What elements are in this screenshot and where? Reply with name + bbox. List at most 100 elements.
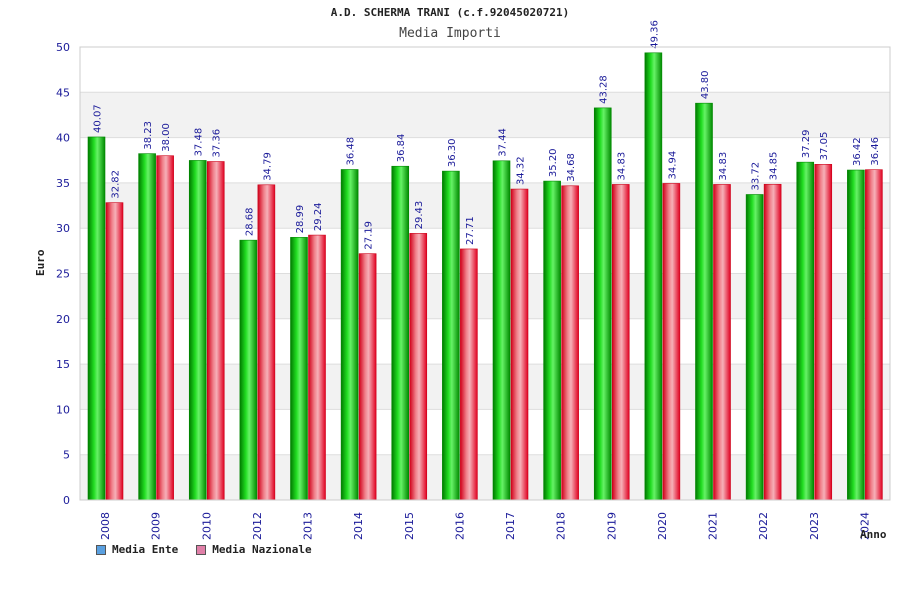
data-label: 34.94 [667,151,678,180]
data-label: 37.05 [819,132,830,161]
data-label: 49.36 [649,20,660,49]
x-tick-label: 2012 [251,512,264,540]
data-label: 34.85 [769,152,780,181]
bar-media-nazionale [763,183,782,501]
data-label: 34.83 [718,152,729,181]
bar-media-nazionale [156,155,174,501]
chart-subtitle: Media Importi [399,26,501,41]
data-label: 36.30 [447,138,458,167]
y-tick-label: 30 [56,222,70,235]
bar-media-ente [87,136,106,501]
data-label: 34.32 [516,156,527,185]
chart-title: A.D. SCHERMA TRANI (c.f.92045020721) [330,6,570,19]
bar-media-nazionale [460,248,478,501]
data-label: 29.43 [414,201,425,230]
bar-media-nazionale [510,188,529,501]
y-tick-label: 10 [56,403,70,416]
legend-item-media-ente: Media Ente [96,543,178,556]
y-tick-label: 35 [56,177,70,190]
bar-media-nazionale [257,184,276,501]
bar-media-ente [340,169,359,501]
data-label: 36.84 [396,134,407,163]
x-tick-label: 2018 [555,512,568,540]
x-tick-label: 2019 [605,512,618,540]
bar-media-ente [492,160,511,501]
bar-media-ente [543,180,561,501]
x-tick-label: 2020 [656,512,669,540]
data-label: 29.24 [313,202,324,231]
data-label: 34.68 [566,153,577,182]
bar-media-nazionale [662,183,681,501]
data-label: 27.71 [465,216,476,245]
y-tick-label: 5 [63,449,70,462]
bar-media-nazionale [409,233,428,501]
bar-media-ente [138,153,156,501]
data-label: 36.46 [870,137,881,166]
bar-media-ente [391,165,410,501]
data-label: 38.23 [143,121,154,150]
x-tick-label: 2015 [403,512,416,540]
data-label: 36.42 [852,137,863,166]
x-tick-label: 2024 [858,512,871,540]
legend-label-media-ente: Media Ente [112,543,179,556]
data-label: 43.28 [599,75,610,104]
bar-media-ente [745,194,764,501]
data-label: 27.19 [364,221,375,250]
legend-item-media-nazionale: Media Nazionale [196,543,312,556]
bar-media-nazionale [206,161,225,501]
data-label: 35.20 [548,148,559,177]
legend-swatch-media-nazionale [196,544,207,555]
data-label: 38.00 [161,123,172,152]
bar-media-ente [239,239,258,501]
data-label: 40.07 [93,104,104,133]
y-tick-label: 15 [56,358,70,371]
x-axis-label: Anno [860,528,887,541]
grid-band [80,47,890,93]
data-label: 36.48 [346,137,357,166]
bar-media-nazionale [611,184,630,501]
x-tick-label: 2014 [352,512,365,540]
legend: Media Ente Media Nazionale [96,543,312,556]
legend-swatch-media-ente [96,544,106,555]
y-tick-label: 45 [56,86,70,99]
x-tick-label: 2023 [808,512,821,540]
x-tick-label: 2021 [707,512,720,540]
bar-media-ente [188,160,207,501]
data-label: 37.48 [194,128,205,157]
data-label: 34.79 [262,152,273,181]
x-tick-label: 2022 [757,512,770,540]
data-label: 33.72 [751,162,762,191]
plot-border [79,46,891,501]
x-tick-label: 2008 [99,512,112,540]
bar-media-nazionale [358,253,377,501]
bar-media-nazionale [105,202,124,501]
bar-media-nazionale [814,164,833,501]
bar-media-ente [442,170,460,501]
y-tick-label: 40 [56,132,70,145]
data-label: 37.44 [498,128,509,157]
y-tick-label: 0 [63,494,70,507]
x-tick-label: 2017 [504,512,517,540]
data-label: 28.99 [295,205,306,234]
data-label: 37.29 [801,130,812,159]
legend-label-media-nazionale: Media Nazionale [212,543,312,556]
bar-media-nazionale [308,234,326,501]
y-tick-label: 25 [56,268,70,281]
bar-media-ente [796,161,815,501]
data-label: 28.68 [244,208,255,237]
bar-media-ente [695,102,713,501]
x-tick-label: 2010 [200,512,213,540]
bar-media-ente [847,169,865,501]
data-label: 34.83 [617,152,628,181]
y-tick-label: 20 [56,313,70,326]
grid-band [80,92,890,138]
data-label: 32.82 [111,170,122,199]
bar-media-ente [593,107,612,501]
x-tick-label: 2013 [302,512,315,540]
x-tick-label: 2016 [453,512,466,540]
bar-media-nazionale [865,169,883,501]
data-label: 37.36 [212,129,223,158]
bar-media-nazionale [713,184,731,501]
